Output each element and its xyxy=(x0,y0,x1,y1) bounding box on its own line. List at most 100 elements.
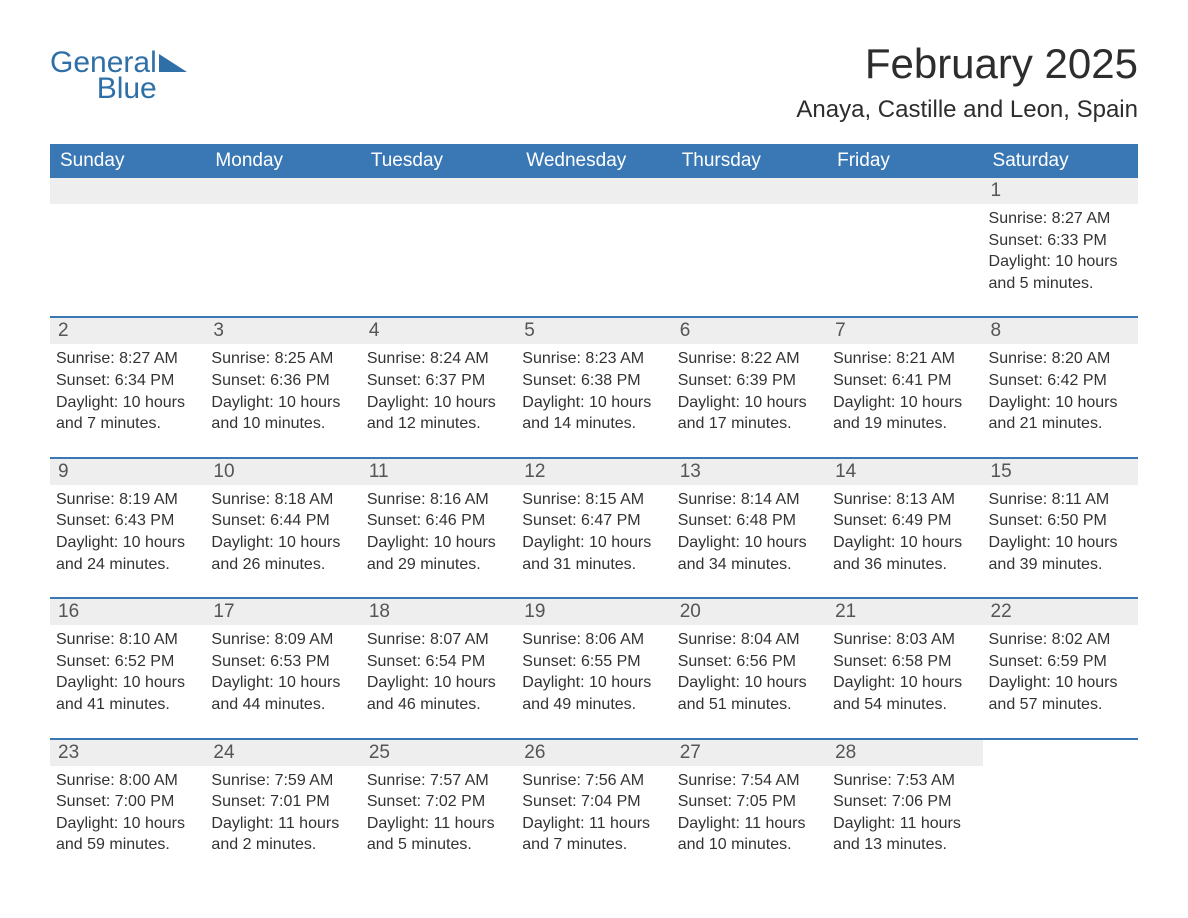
day-number: 22 xyxy=(983,599,1138,625)
label: Sunrise: xyxy=(678,491,737,508)
value: 8:18 AM xyxy=(270,491,333,508)
label: Sunset: xyxy=(678,372,732,389)
calendar-empty-cell xyxy=(983,739,1138,878)
value: 8:03 AM xyxy=(892,631,955,648)
label: Sunrise: xyxy=(522,772,581,789)
empty-daynum-bar xyxy=(50,178,205,204)
calendar-empty-cell xyxy=(827,178,982,317)
day-number: 2 xyxy=(50,318,205,344)
day-details: Sunrise: 8:27 AMSunset: 6:33 PMDaylight:… xyxy=(989,208,1132,294)
label: Sunset: xyxy=(522,512,576,529)
value: 8:02 AM xyxy=(1047,631,1110,648)
value: 6:34 PM xyxy=(110,372,174,389)
label: Sunset: xyxy=(211,653,265,670)
day-number: 17 xyxy=(205,599,360,625)
label: Daylight: xyxy=(522,674,584,691)
value: 8:13 AM xyxy=(892,491,955,508)
value: 6:58 PM xyxy=(887,653,951,670)
label: Sunset: xyxy=(989,372,1043,389)
value: 6:36 PM xyxy=(266,372,330,389)
label: Daylight: xyxy=(211,534,273,551)
label: Sunset: xyxy=(367,372,421,389)
value: 8:27 AM xyxy=(115,350,178,367)
label: Daylight: xyxy=(522,815,584,832)
value: 7:56 AM xyxy=(581,772,644,789)
day-details: Sunrise: 8:24 AMSunset: 6:37 PMDaylight:… xyxy=(367,348,510,434)
label: Sunrise: xyxy=(56,350,115,367)
logo-triangle-icon xyxy=(159,54,187,72)
day-details: Sunrise: 8:06 AMSunset: 6:55 PMDaylight:… xyxy=(522,629,665,715)
value: 8:06 AM xyxy=(581,631,644,648)
day-number: 19 xyxy=(516,599,671,625)
value: 6:39 PM xyxy=(732,372,796,389)
label: Sunrise: xyxy=(833,491,892,508)
calendar-day-cell: 10Sunrise: 8:18 AMSunset: 6:44 PMDayligh… xyxy=(205,458,360,598)
calendar-day-cell: 21Sunrise: 8:03 AMSunset: 6:58 PMDayligh… xyxy=(827,598,982,738)
label: Sunrise: xyxy=(678,350,737,367)
day-details: Sunrise: 7:59 AMSunset: 7:01 PMDaylight:… xyxy=(211,770,354,856)
calendar-week-row: 2Sunrise: 8:27 AMSunset: 6:34 PMDaylight… xyxy=(50,317,1138,457)
label: Sunrise: xyxy=(367,350,426,367)
day-number: 28 xyxy=(827,740,982,766)
label: Daylight: xyxy=(211,815,273,832)
day-number: 7 xyxy=(827,318,982,344)
label: Sunrise: xyxy=(833,350,892,367)
value: 8:09 AM xyxy=(270,631,333,648)
value: 6:47 PM xyxy=(577,512,641,529)
value: 8:19 AM xyxy=(115,491,178,508)
value: 6:41 PM xyxy=(887,372,951,389)
label: Sunset: xyxy=(211,793,265,810)
label: Daylight: xyxy=(989,534,1051,551)
label: Sunrise: xyxy=(833,772,892,789)
label: Daylight: xyxy=(989,253,1051,270)
calendar-day-cell: 15Sunrise: 8:11 AMSunset: 6:50 PMDayligh… xyxy=(983,458,1138,598)
label: Sunrise: xyxy=(211,772,270,789)
value: 7:05 PM xyxy=(732,793,796,810)
day-details: Sunrise: 8:03 AMSunset: 6:58 PMDaylight:… xyxy=(833,629,976,715)
calendar-day-cell: 12Sunrise: 8:15 AMSunset: 6:47 PMDayligh… xyxy=(516,458,671,598)
day-details: Sunrise: 8:27 AMSunset: 6:34 PMDaylight:… xyxy=(56,348,199,434)
day-details: Sunrise: 7:56 AMSunset: 7:04 PMDaylight:… xyxy=(522,770,665,856)
label: Daylight: xyxy=(367,394,429,411)
label: Sunrise: xyxy=(367,491,426,508)
day-number: 23 xyxy=(50,740,205,766)
label: Sunrise: xyxy=(522,631,581,648)
label: Sunset: xyxy=(211,372,265,389)
day-number: 12 xyxy=(516,459,671,485)
weekday-header-row: SundayMondayTuesdayWednesdayThursdayFrid… xyxy=(50,144,1138,178)
label: Sunset: xyxy=(989,653,1043,670)
day-number: 24 xyxy=(205,740,360,766)
calendar-day-cell: 8Sunrise: 8:20 AMSunset: 6:42 PMDaylight… xyxy=(983,317,1138,457)
value: 8:14 AM xyxy=(736,491,799,508)
label: Sunset: xyxy=(833,372,887,389)
logo: General Blue xyxy=(50,40,187,104)
day-number: 3 xyxy=(205,318,360,344)
label: Daylight: xyxy=(367,674,429,691)
day-number: 5 xyxy=(516,318,671,344)
label: Daylight: xyxy=(989,674,1051,691)
label: Sunrise: xyxy=(56,491,115,508)
day-details: Sunrise: 8:14 AMSunset: 6:48 PMDaylight:… xyxy=(678,489,821,575)
label: Daylight: xyxy=(678,674,740,691)
label: Daylight: xyxy=(367,815,429,832)
label: Sunset: xyxy=(522,793,576,810)
calendar-day-cell: 3Sunrise: 8:25 AMSunset: 6:36 PMDaylight… xyxy=(205,317,360,457)
value: 8:11 AM xyxy=(1047,491,1109,508)
day-details: Sunrise: 8:13 AMSunset: 6:49 PMDaylight:… xyxy=(833,489,976,575)
label: Sunrise: xyxy=(367,631,426,648)
value: 7:54 AM xyxy=(736,772,799,789)
day-details: Sunrise: 8:23 AMSunset: 6:38 PMDaylight:… xyxy=(522,348,665,434)
label: Sunrise: xyxy=(211,350,270,367)
value: 8:04 AM xyxy=(736,631,799,648)
day-number: 26 xyxy=(516,740,671,766)
day-number: 15 xyxy=(983,459,1138,485)
calendar-week-row: 9Sunrise: 8:19 AMSunset: 6:43 PMDaylight… xyxy=(50,458,1138,598)
calendar-day-cell: 22Sunrise: 8:02 AMSunset: 6:59 PMDayligh… xyxy=(983,598,1138,738)
calendar-day-cell: 18Sunrise: 8:07 AMSunset: 6:54 PMDayligh… xyxy=(361,598,516,738)
value: 7:59 AM xyxy=(270,772,333,789)
calendar-day-cell: 5 Sunrise: 8:23 AMSunset: 6:38 PMDaylight… xyxy=(516,317,671,457)
label: Daylight: xyxy=(678,534,740,551)
calendar-week-row: 16Sunrise: 8:10 AMSunset: 6:52 PMDayligh… xyxy=(50,598,1138,738)
calendar-day-cell: 2 Sunrise: 8:27 AMSunset: 6:34 PMDaylight… xyxy=(50,317,205,457)
calendar-week-row: 1Sunrise: 8:27 AMSunset: 6:33 PMDaylight… xyxy=(50,178,1138,317)
